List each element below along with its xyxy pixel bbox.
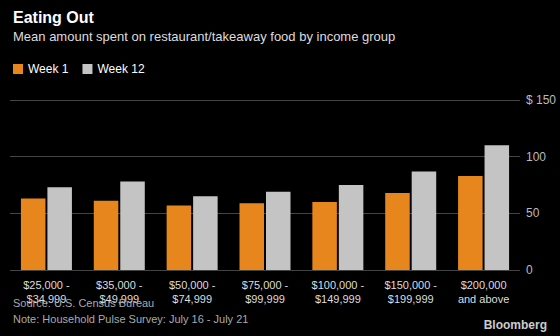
svg-text:$200,000: $200,000 bbox=[461, 279, 507, 291]
svg-text:$25,000 -: $25,000 - bbox=[23, 279, 70, 291]
svg-text:Note: Household Pulse Survey:: Note: Household Pulse Survey: July 16 - … bbox=[13, 313, 248, 325]
svg-text:Source: U.S. Census Bureau: Source: U.S. Census Bureau bbox=[13, 297, 154, 309]
svg-text:$35,000 -: $35,000 - bbox=[96, 279, 143, 291]
svg-text:and above: and above bbox=[458, 293, 509, 305]
svg-text:Week 1: Week 1 bbox=[28, 62, 69, 76]
svg-text:$150,000 -: $150,000 - bbox=[384, 279, 437, 291]
svg-text:$50,000 -: $50,000 - bbox=[169, 279, 216, 291]
svg-text:Eating Out: Eating Out bbox=[13, 9, 95, 26]
svg-text:100: 100 bbox=[526, 150, 546, 164]
svg-text:50: 50 bbox=[526, 206, 540, 220]
svg-text:$ 150: $ 150 bbox=[526, 93, 556, 107]
svg-text:Mean amount spent on restauran: Mean amount spent on restaurant/takeaway… bbox=[13, 29, 395, 44]
svg-text:$75,000 -: $75,000 - bbox=[242, 279, 289, 291]
svg-text:$100,000 -: $100,000 - bbox=[312, 279, 365, 291]
svg-text:$74,999: $74,999 bbox=[172, 293, 212, 305]
svg-text:Week 12: Week 12 bbox=[97, 62, 144, 76]
svg-text:$99,999: $99,999 bbox=[245, 293, 285, 305]
svg-text:$149,999: $149,999 bbox=[315, 293, 361, 305]
svg-text:$199,999: $199,999 bbox=[388, 293, 434, 305]
svg-text:0: 0 bbox=[526, 263, 533, 277]
svg-text:Bloomberg: Bloomberg bbox=[484, 318, 547, 332]
